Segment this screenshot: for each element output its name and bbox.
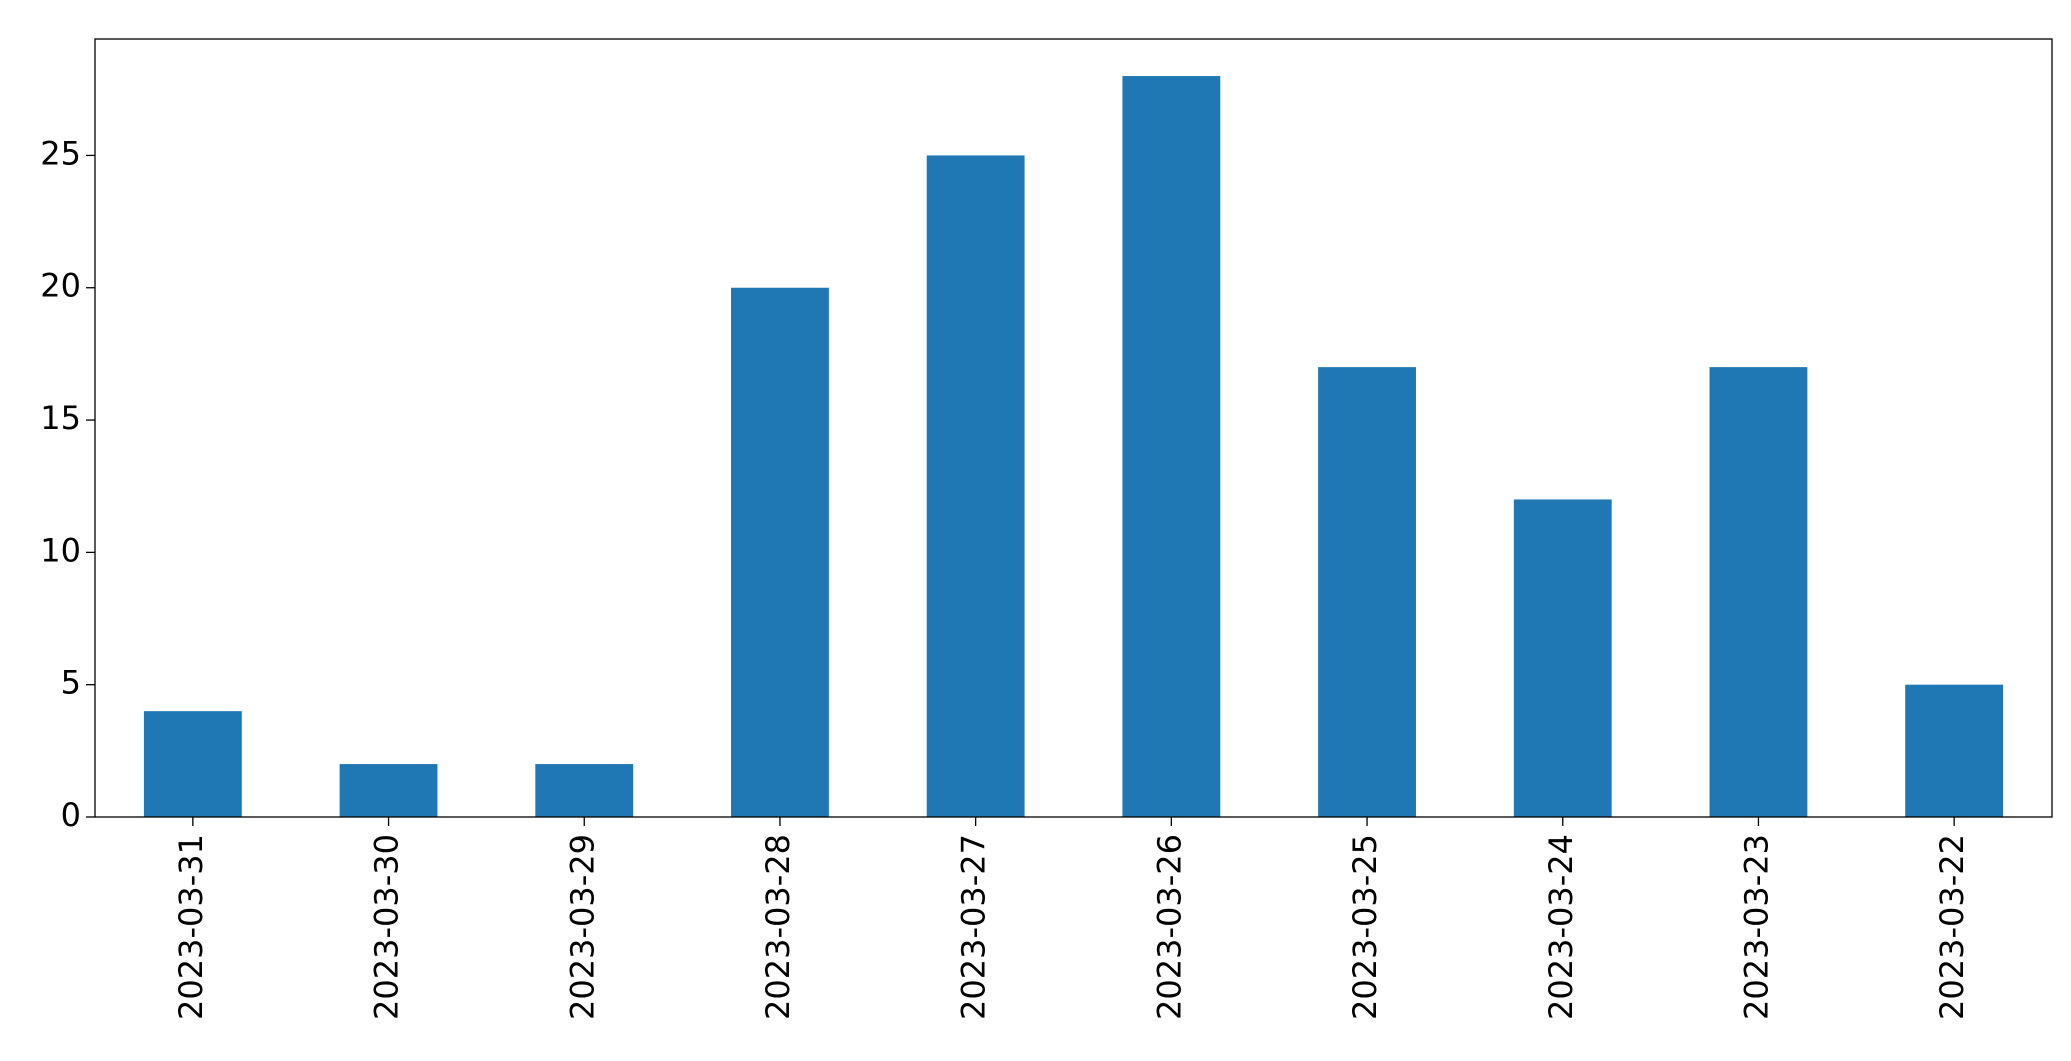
x-tick-label: 2023-03-25 bbox=[1346, 834, 1384, 1020]
x-tick-label: 2023-03-22 bbox=[1933, 834, 1971, 1020]
x-tick-label: 2023-03-23 bbox=[1737, 834, 1775, 1020]
x-tick-label: 2023-03-28 bbox=[759, 834, 797, 1020]
plot-frame bbox=[94, 38, 2053, 818]
y-tick-label: 10 bbox=[40, 531, 81, 569]
bar bbox=[1122, 76, 1221, 818]
x-tick-label: 2023-03-30 bbox=[368, 834, 406, 1020]
x-tick-label: 2023-03-31 bbox=[172, 834, 210, 1020]
y-tick-label: 5 bbox=[61, 664, 81, 702]
y-tick-label: 20 bbox=[40, 267, 81, 305]
bar bbox=[143, 711, 242, 817]
x-tick-label: 2023-03-27 bbox=[955, 834, 993, 1020]
x-tick-label: 2023-03-29 bbox=[563, 834, 601, 1020]
bar bbox=[535, 764, 634, 817]
x-tick-label: 2023-03-26 bbox=[1150, 834, 1188, 1020]
bar bbox=[1709, 367, 1808, 817]
bar bbox=[731, 287, 829, 817]
bar bbox=[926, 155, 1025, 818]
y-tick-label: 15 bbox=[40, 399, 81, 437]
x-tick-label: 2023-03-24 bbox=[1542, 834, 1580, 1020]
y-tick-label: 25 bbox=[40, 134, 81, 172]
bar bbox=[1905, 684, 2004, 817]
bar bbox=[339, 764, 438, 817]
bar bbox=[1513, 499, 1612, 817]
bar bbox=[1318, 367, 1416, 817]
y-tick-label: 0 bbox=[61, 796, 81, 834]
